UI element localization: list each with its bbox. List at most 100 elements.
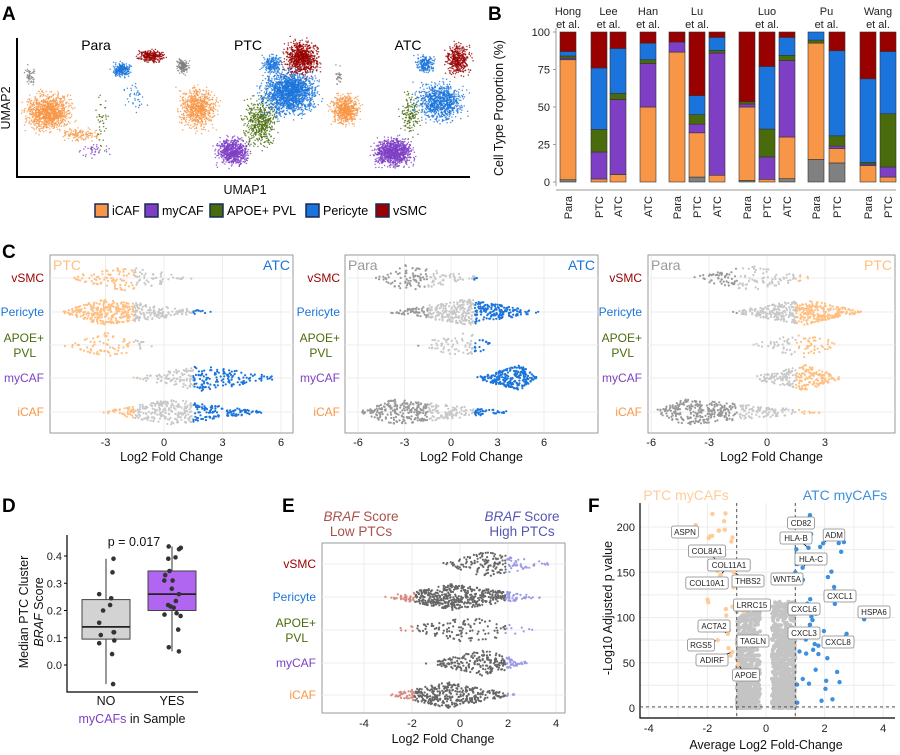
umap-point — [27, 98, 29, 101]
umap-point — [44, 101, 47, 104]
umap-point — [63, 119, 66, 121]
umap-point — [186, 68, 188, 70]
umap-point — [222, 151, 224, 154]
umap-point — [304, 113, 306, 115]
umap-point — [32, 76, 34, 79]
umap-point — [119, 60, 122, 63]
umap-cluster-pericyte — [109, 60, 133, 79]
umap-point — [207, 107, 210, 109]
umap-point — [308, 107, 311, 110]
umap-point — [58, 110, 60, 113]
umap-point — [139, 56, 141, 58]
umap-point — [64, 129, 66, 132]
umap-point — [205, 86, 208, 89]
umap-point — [49, 107, 52, 109]
umap-point — [44, 121, 47, 123]
umap-point — [187, 122, 190, 124]
umap-point — [148, 56, 150, 59]
umap-point — [199, 121, 202, 123]
umap-point — [193, 90, 196, 93]
umap-point — [113, 72, 116, 74]
umap-point — [47, 107, 49, 110]
umap-point — [209, 118, 211, 120]
umap-point — [146, 104, 149, 106]
umap-point — [206, 97, 208, 99]
umap-point — [250, 135, 253, 137]
umap-point — [45, 98, 48, 100]
umap-point — [56, 99, 58, 102]
umap-point — [48, 105, 51, 108]
umap-point — [50, 95, 53, 97]
umap-point — [46, 100, 49, 102]
umap-point — [176, 67, 178, 70]
umap-point — [86, 133, 89, 136]
umap-point — [33, 68, 35, 71]
umap-point — [50, 105, 53, 108]
umap-point — [157, 56, 159, 58]
umap-point — [249, 125, 251, 127]
umap-point — [266, 111, 268, 113]
umap-point — [109, 153, 111, 156]
umap-point — [28, 76, 31, 79]
umap-point — [223, 142, 226, 144]
umap-point — [92, 146, 94, 148]
umap-point — [59, 122, 62, 125]
umap-point — [181, 70, 184, 73]
umap-point — [26, 81, 29, 83]
umap-point — [208, 110, 210, 112]
umap-point — [102, 139, 104, 141]
umap-point — [67, 93, 69, 96]
umap-point — [25, 120, 28, 122]
umap-point — [98, 115, 101, 118]
umap-point — [197, 120, 199, 123]
umap-point — [195, 126, 198, 129]
umap-point — [99, 94, 101, 96]
umap-point — [188, 60, 191, 62]
umap-point — [199, 109, 202, 112]
umap-point — [239, 151, 241, 153]
umap-point — [205, 122, 207, 125]
umap-point — [118, 66, 121, 68]
umap-point — [55, 121, 57, 123]
umap-point — [260, 128, 263, 131]
umap-point — [215, 164, 218, 166]
umap-point — [137, 106, 140, 109]
umap-point — [132, 102, 134, 105]
umap-point — [212, 105, 215, 107]
umap-point — [40, 108, 43, 110]
umap-point — [268, 133, 271, 136]
umap-point — [41, 100, 43, 103]
umap-cluster-other — [23, 63, 36, 86]
umap-point — [224, 153, 227, 156]
umap-point — [231, 160, 234, 162]
umap-point — [190, 104, 193, 106]
umap-point — [193, 122, 196, 125]
umap-point — [243, 152, 246, 154]
umap-point — [314, 105, 317, 108]
umap-cluster-icaf — [20, 88, 77, 136]
umap-point — [185, 109, 187, 112]
umap-point — [238, 138, 240, 141]
umap-point — [199, 96, 202, 99]
umap-point — [236, 147, 239, 149]
umap-point — [43, 101, 45, 104]
umap-point — [70, 131, 73, 133]
umap-point — [260, 139, 262, 142]
umap-point — [140, 103, 143, 105]
umap-point — [258, 102, 261, 105]
umap-point — [276, 103, 279, 106]
umap-point — [189, 100, 192, 102]
umap-point — [187, 96, 189, 99]
umap-point — [87, 137, 90, 139]
umap-point — [70, 129, 73, 131]
umap-point — [187, 124, 190, 126]
panel-label-c: C — [2, 242, 16, 263]
umap-point — [37, 106, 39, 108]
umap-point — [54, 117, 56, 120]
umap-point — [39, 92, 41, 94]
umap-point — [32, 80, 35, 82]
umap-point — [26, 76, 28, 78]
umap-point — [105, 150, 108, 153]
umap-point — [178, 58, 181, 60]
umap-point — [182, 116, 185, 119]
